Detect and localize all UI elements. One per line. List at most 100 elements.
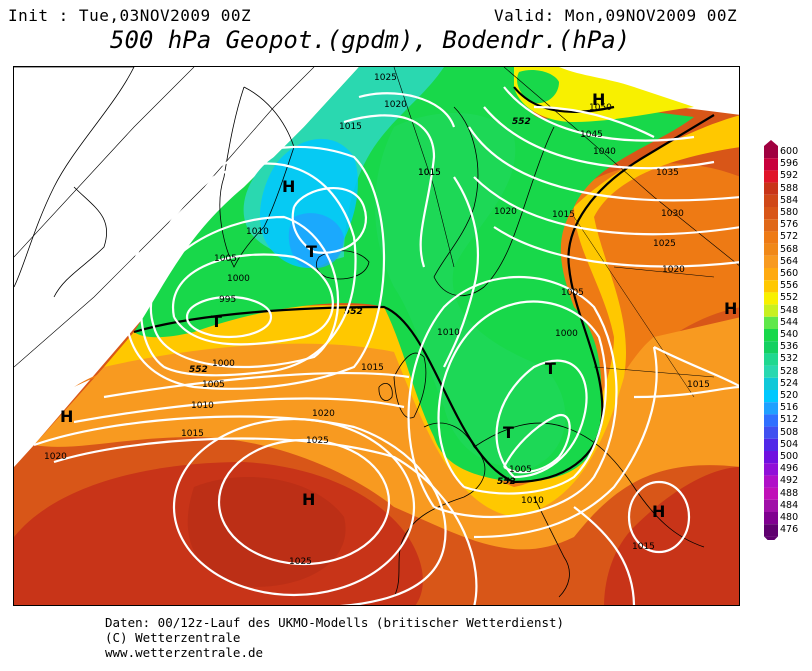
scale-swatch	[764, 487, 778, 500]
scale-label: 560	[780, 268, 799, 279]
isobar-label: 1035	[656, 168, 679, 178]
isobar-label: 1015	[339, 122, 362, 132]
scale-swatch	[764, 438, 778, 451]
scale-swatch	[764, 499, 778, 512]
scale-swatch	[764, 146, 778, 159]
color-scale-legend: 600 596 592 588 584 580 576 572 568 564 560 556 552 5…	[762, 140, 812, 540]
scale-swatch	[764, 219, 778, 232]
high-marker: H	[302, 490, 315, 509]
coastlines	[14, 67, 715, 598]
scale-swatch	[764, 316, 778, 329]
map-title: 500 hPa Geopot.(gpdm), Bodendr.(hPa)	[110, 26, 631, 54]
scale-swatch	[764, 426, 778, 439]
isobar-label: 1015	[632, 542, 655, 552]
scale-label: 576	[780, 219, 799, 231]
isobar-label: 1015	[418, 168, 441, 178]
scale-label: 484	[780, 499, 799, 511]
isobars	[33, 86, 739, 605]
geopot-label: 552	[512, 117, 531, 127]
isobar-label: 1005	[509, 465, 532, 475]
scale-swatch	[764, 243, 778, 256]
isobar-label: 1050	[589, 103, 612, 113]
scale-label: 492	[780, 475, 799, 487]
scale-label: 552	[780, 292, 799, 304]
scale-label: 516	[780, 402, 799, 414]
scale-label: 600	[780, 146, 799, 157]
isobar-label: 1005	[214, 254, 237, 264]
scale-swatch	[764, 329, 778, 342]
isobar-label: 1025	[374, 73, 397, 83]
isobar-label: 1020	[384, 100, 407, 110]
geopot-label: 552	[344, 307, 363, 317]
scale-label: 536	[780, 341, 799, 353]
scale-swatch	[764, 341, 778, 354]
isobar-label: 1000	[212, 359, 235, 369]
scale-label: 572	[780, 231, 799, 243]
scale-top-arrow	[764, 140, 778, 146]
scale-swatch	[764, 451, 778, 464]
scale-label: 520	[780, 390, 799, 401]
scale-bottom-arrow	[764, 536, 778, 540]
isobar-label: 1020	[44, 452, 67, 462]
scale-swatch	[764, 280, 778, 293]
scale-label: 596	[780, 158, 799, 170]
isobar-label: 1000	[555, 329, 578, 339]
pressure-centers: H H H H H H T T T T	[60, 90, 737, 521]
scale-label: 556	[780, 280, 799, 292]
isobar-label: 1030	[661, 209, 684, 219]
isobar-label: 1015	[181, 429, 204, 439]
isobar-label: 1025	[653, 239, 676, 249]
isobar-label: 1010	[246, 227, 269, 237]
scale-label: 588	[780, 182, 799, 194]
scale-swatch	[764, 158, 778, 171]
scale-swatch	[764, 377, 778, 390]
scale-label: 568	[780, 243, 799, 255]
isobar-label: 1040	[593, 147, 616, 157]
high-marker: H	[724, 299, 737, 318]
scale-swatch	[764, 170, 778, 183]
scale-swatch	[764, 231, 778, 244]
scale-label: 508	[780, 426, 799, 438]
isobar-label: 1015	[418, 168, 441, 178]
scale-label: 496	[780, 463, 799, 475]
website-link[interactable]: www.wetterzentrale.de	[105, 645, 264, 660]
scale-swatch	[764, 512, 778, 525]
scale-swatch	[764, 194, 778, 207]
high-marker: H	[592, 90, 605, 109]
high-marker: H	[652, 502, 665, 521]
scale-label: 584	[780, 194, 799, 206]
valid-time: Valid: Mon,09NOV2009 00Z	[494, 6, 738, 25]
scale-swatch	[764, 365, 778, 378]
geopotential-fill	[14, 67, 739, 605]
high-marker: H	[60, 407, 73, 426]
scale-swatch	[764, 353, 778, 366]
color-scale-bar	[764, 140, 778, 540]
scale-swatch	[764, 207, 778, 220]
scale-label: 592	[780, 170, 799, 182]
isobar-label: 1015	[361, 363, 384, 373]
weather-map: 552 552 552 552	[13, 66, 740, 606]
isobar-label: 995	[219, 295, 236, 305]
geopot-label: 552	[497, 477, 516, 487]
scale-label: 532	[780, 353, 799, 365]
scale-label: 504	[780, 438, 799, 450]
isobar-label: 1005	[202, 380, 225, 390]
isobar-label: 1025	[306, 436, 329, 446]
isobar-label: 1000	[227, 274, 250, 284]
isobar-label: 1010	[521, 496, 544, 506]
isobar-label: 1045	[580, 130, 603, 140]
scale-label: 500	[780, 451, 799, 462]
scale-label: 480	[780, 512, 799, 523]
geopot-label: 552	[189, 365, 208, 375]
isobar-label: 1020	[312, 409, 335, 419]
low-marker: T	[306, 242, 317, 261]
scale-label: 580	[780, 207, 799, 218]
low-marker: T	[503, 423, 514, 442]
scale-label: 512	[780, 414, 799, 426]
scale-swatch	[764, 524, 778, 537]
scale-label: 564	[780, 255, 799, 267]
scale-swatch	[764, 292, 778, 305]
scale-label: 540	[780, 329, 799, 340]
isobar-label: 1025	[289, 557, 312, 567]
scale-label: 528	[780, 365, 799, 377]
